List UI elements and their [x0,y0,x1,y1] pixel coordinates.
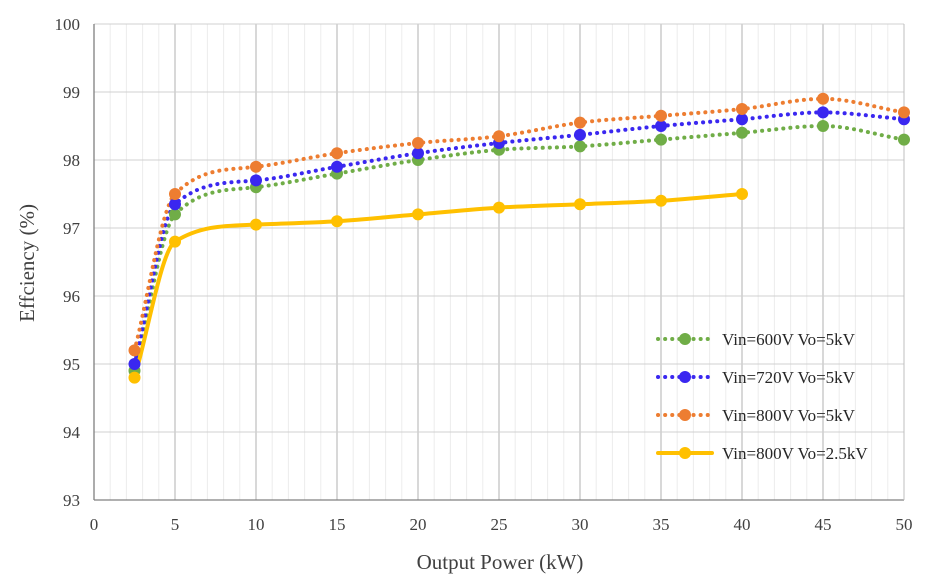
data-point-series-2 [250,174,262,187]
legend-label-3: Vin=800V Vo=5kV [722,406,856,425]
y-tick-label: 94 [63,423,81,442]
data-point-series-1 [736,126,748,139]
data-point-series-2 [412,147,424,160]
x-tick-label: 5 [171,515,180,534]
legend-marker-4 [679,447,691,459]
data-point-series-2 [817,106,829,119]
data-point-series-4 [655,194,667,207]
data-point-series-4 [169,235,181,248]
data-point-series-1 [817,120,829,132]
data-point-series-2 [128,358,141,370]
x-tick-label: 10 [248,515,265,534]
data-point-series-3 [250,160,262,173]
legend-marker-3 [679,409,691,421]
data-point-series-2 [655,120,667,132]
data-point-series-2 [169,198,181,211]
data-point-series-1 [574,140,586,153]
x-tick-label: 45 [815,515,832,534]
data-point-series-4 [574,198,586,211]
legend-marker-2 [679,371,691,383]
legend-label-2: Vin=720V Vo=5kV [722,368,856,387]
tick-labels: 0 5 10 15 20 25 30 35 40 45 50 93 94 95 96 97 98 99 100 [55,15,913,534]
y-tick-label: 95 [63,355,80,374]
x-tick-label: 40 [734,515,751,534]
y-tick-label: 97 [63,219,81,238]
data-point-series-3 [655,109,667,122]
data-point-series-3 [412,137,424,149]
x-tick-label: 0 [90,515,99,534]
data-point-series-3 [493,130,505,143]
data-point-series-3 [331,147,343,160]
y-tick-label: 98 [63,151,80,170]
data-point-series-1 [655,133,667,146]
data-point-series-1 [898,133,910,146]
data-point-series-4 [493,201,505,214]
y-tick-label: 96 [63,287,80,306]
data-point-series-3 [898,106,910,119]
data-point-series-3 [574,116,586,129]
data-point-series-3 [817,92,829,105]
data-point-series-2 [736,113,748,126]
data-point-series-3 [128,344,141,357]
x-tick-label: 25 [491,515,508,534]
x-axis-title: Output Power (kW) [417,550,584,574]
data-point-series-4 [736,188,748,200]
data-point-series-1 [169,208,181,221]
data-point-series-3 [736,103,748,115]
grid [94,23,904,500]
x-tick-label: 30 [572,515,589,534]
x-tick-label: 35 [653,515,670,534]
y-tick-label: 93 [63,491,80,510]
data-point-series-4 [331,215,343,228]
data-point-series-4 [250,218,262,231]
legend: Vin=600V Vo=5kV Vin=720V Vo=5kV Vin=800V V… [656,330,868,463]
data-point-series-2 [574,128,586,141]
legend-marker-1 [679,333,691,345]
axes [93,24,905,501]
series-line-2 [132,110,906,366]
y-axis-title: Effciency (%) [15,204,39,322]
series-line-4 [132,192,744,380]
data-point-series-2 [331,160,343,173]
x-tick-label: 20 [410,515,427,534]
x-tick-label: 15 [329,515,346,534]
x-tick-label: 50 [896,515,913,534]
legend-label-1: Vin=600V Vo=5kV [722,330,856,349]
data-point-series-4 [412,208,424,221]
data-point-series-3 [169,188,181,200]
series-group [128,92,910,384]
legend-label-4: Vin=800V Vo=2.5kV [722,444,868,463]
data-point-series-4 [128,371,141,384]
y-tick-label: 99 [63,83,80,102]
y-tick-label: 100 [55,15,81,34]
